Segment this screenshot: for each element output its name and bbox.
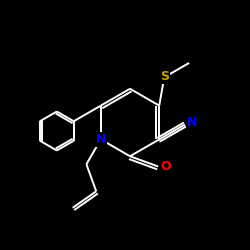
Text: S: S	[160, 70, 169, 82]
Text: N: N	[187, 116, 197, 129]
Text: N: N	[96, 133, 106, 146]
Text: O: O	[160, 160, 170, 173]
